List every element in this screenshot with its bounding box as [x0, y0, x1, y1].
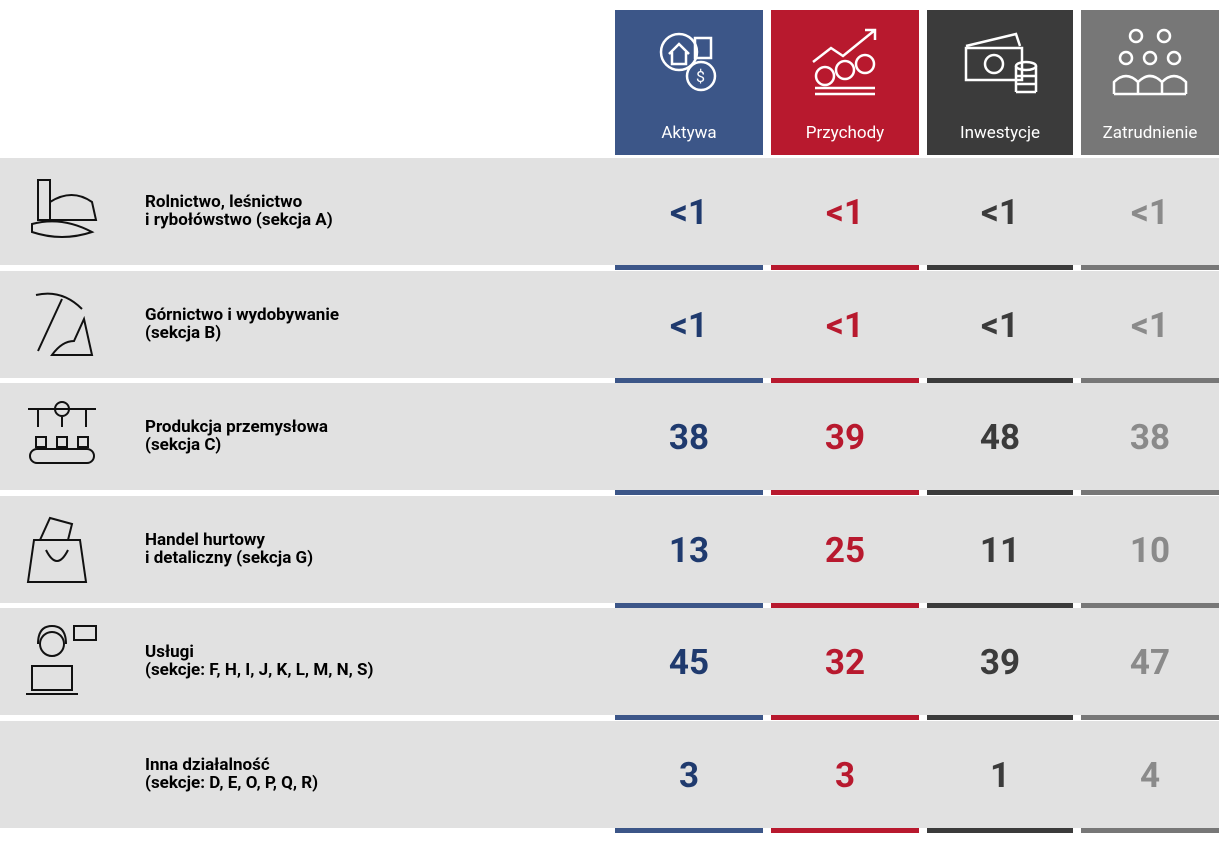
column-bar — [927, 377, 1073, 383]
cell-value: 39 — [979, 642, 1021, 683]
cell-value: <1 — [826, 192, 864, 233]
column-bar — [615, 602, 763, 608]
table-row: Handel hurtowy i detaliczny (sekcja G) 13 2… — [0, 495, 1219, 603]
column-bar — [927, 715, 1073, 720]
column-header: Inwestycje — [927, 10, 1073, 155]
row-label-line: Rolnictwo, leśnictwo — [145, 192, 303, 212]
row-label-line: (sekcja C) — [145, 435, 222, 455]
column-bar — [615, 827, 763, 833]
table-row: Górnictwo i wydobywanie (sekcja B) <1 <1 <1 <… — [0, 270, 1219, 378]
icon — [26, 624, 97, 695]
row-label-line: (sekcje: F, H, I, J, K, L, M, N, S) — [145, 660, 374, 680]
column-label: Aktywa — [661, 123, 717, 143]
cell-value: 3 — [678, 754, 700, 796]
column-bar — [1081, 265, 1219, 270]
cell-value: 11 — [979, 529, 1021, 571]
column-bar — [1081, 602, 1219, 608]
icon — [35, 292, 94, 356]
cell-value: 48 — [979, 417, 1021, 458]
icon — [1112, 28, 1188, 96]
cell-value: 32 — [824, 642, 866, 683]
cell-value: <1 — [826, 304, 864, 346]
row-label-line: Inna działalność — [145, 754, 270, 775]
table-row: Inna działalność (sekcje: D, E, O, P, Q, … — [0, 720, 1219, 828]
column-bar — [615, 490, 763, 495]
row-label-line: i detaliczny (sekcja G) — [145, 547, 314, 568]
row-label: Rolnictwo, leśnictwo i rybołówstwo (sekcj… — [145, 193, 333, 229]
icon — [28, 401, 96, 464]
column-bar — [615, 265, 763, 270]
cell-value: 47 — [1129, 642, 1171, 683]
cell-value: 38 — [668, 417, 710, 458]
column-bar — [615, 715, 763, 720]
column-header: Przychody — [771, 10, 919, 155]
svg-text:$: $ — [696, 67, 705, 86]
row-label-line: Handel hurtowy — [145, 529, 265, 550]
row-label: Produkcja przemysłowa (sekcja C) — [145, 418, 328, 454]
column-bar — [927, 827, 1073, 833]
row-label: Usługi (sekcje: F, H, I, J, K, L, M, N, S… — [145, 643, 373, 679]
cell-value: 25 — [824, 529, 866, 571]
cell-value: 13 — [668, 529, 710, 571]
row-label: Inna działalność (sekcje: D, E, O, P, Q, … — [145, 756, 318, 792]
cell-value: <1 — [981, 304, 1019, 346]
cell-value: 3 — [834, 754, 856, 796]
table-row: Rolnictwo, leśnictwo i rybołówstwo (sekcj… — [0, 158, 1219, 265]
cell-value: <1 — [1131, 304, 1169, 346]
cell-value: 45 — [668, 642, 710, 683]
row-label: Górnictwo i wydobywanie (sekcja B) — [145, 306, 339, 342]
icon — [31, 179, 98, 238]
cell-value: <1 — [670, 304, 708, 346]
column-label: Inwestycje — [959, 123, 1041, 143]
column-bar — [771, 265, 919, 270]
column-bar — [927, 602, 1073, 608]
cell-value: 10 — [1129, 529, 1171, 571]
icon — [964, 32, 1038, 94]
row-label-line: i rybołówstwo (sekcja A) — [145, 210, 333, 230]
table-row: Produkcja przemysłowa (sekcja C) 38 39 48 38 — [0, 383, 1219, 490]
column-bar — [771, 715, 919, 720]
column-bar — [771, 827, 919, 833]
row-label-line: Produkcja przemysłowa — [145, 417, 329, 437]
cell-value: 4 — [1139, 754, 1161, 796]
cell-value: 38 — [1129, 417, 1171, 458]
column-bar — [1081, 377, 1219, 383]
column-header: $ Aktywa — [615, 10, 763, 155]
table-row: Usługi (sekcje: F, H, I, J, K, L, M, N, S… — [0, 608, 1219, 715]
cell-value: 39 — [824, 417, 866, 458]
icon: $ — [659, 32, 717, 92]
column-bar — [927, 490, 1073, 495]
column-header: Zatrudnienie — [1081, 10, 1219, 155]
cell-value: <1 — [1131, 192, 1169, 233]
row-label-line: Górnictwo i wydobywanie — [145, 304, 339, 325]
column-bar — [771, 490, 919, 495]
icon — [26, 516, 88, 583]
column-bar — [771, 602, 919, 608]
cell-value: <1 — [670, 192, 708, 233]
column-label: Przychody — [805, 123, 885, 143]
column-label: Zatrudnienie — [1102, 123, 1198, 143]
row-label-line: (sekcje: D, E, O, P, Q, R) — [145, 772, 319, 793]
cell-value: 1 — [989, 754, 1011, 796]
column-bar — [771, 377, 919, 383]
column-bar — [1081, 715, 1219, 720]
column-bar — [927, 265, 1073, 270]
row-label-line: (sekcja B) — [145, 322, 222, 343]
column-bar — [1081, 490, 1219, 495]
row-label: Handel hurtowy i detaliczny (sekcja G) — [145, 531, 313, 567]
row-label-line: Usługi — [145, 642, 194, 662]
column-bar — [1081, 827, 1219, 833]
icon — [812, 28, 877, 96]
column-bar — [615, 377, 763, 383]
cell-value: <1 — [981, 192, 1019, 233]
